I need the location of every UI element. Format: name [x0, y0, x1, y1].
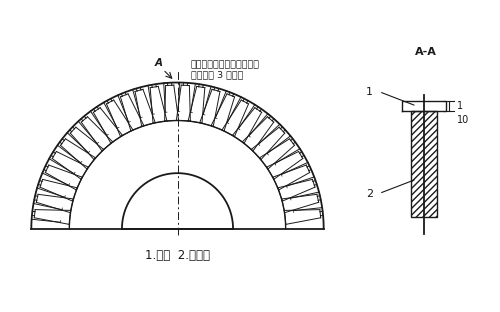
Text: A-A: A-A [414, 47, 436, 57]
Text: 1.端板  2.齿压条: 1.端板 2.齿压条 [145, 249, 210, 262]
Text: 2: 2 [366, 188, 373, 198]
Text: 每片点焺 3 处均布: 每片点焺 3 处均布 [190, 70, 243, 79]
Text: A: A [154, 58, 162, 68]
Text: 1: 1 [366, 87, 373, 97]
Bar [411, 111, 437, 217]
Text: 1: 1 [458, 101, 464, 111]
Text: 10: 10 [458, 115, 469, 125]
Text: 每齿中间一片点焺在槽楸上: 每齿中间一片点焺在槽楸上 [190, 60, 260, 69]
